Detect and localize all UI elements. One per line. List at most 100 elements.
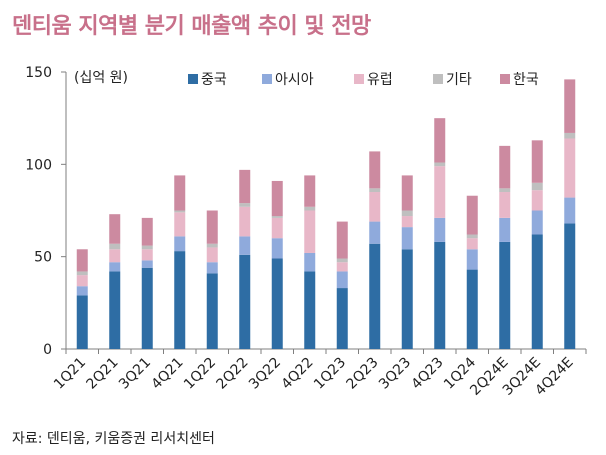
legend-label: 유럽 bbox=[367, 72, 393, 88]
legend-swatch bbox=[433, 74, 443, 84]
x-tick-label: 2Q23 bbox=[344, 355, 382, 393]
bar-segment bbox=[174, 175, 186, 211]
bar-segment bbox=[531, 210, 543, 235]
bar-segment bbox=[434, 118, 446, 163]
bar-segment bbox=[434, 241, 446, 349]
bar-segment bbox=[174, 210, 186, 213]
bar-segment bbox=[336, 221, 348, 259]
bar-segment bbox=[401, 210, 413, 217]
x-tick-label: 3Q21 bbox=[116, 355, 154, 393]
bar-segment bbox=[531, 182, 543, 191]
bar-segment bbox=[239, 254, 251, 349]
bar-segment bbox=[401, 227, 413, 250]
x-axis: 1Q212Q213Q214Q211Q222Q223Q224Q221Q232Q23… bbox=[51, 348, 587, 399]
bar-segment bbox=[141, 267, 153, 349]
bar-segment bbox=[141, 245, 153, 250]
bar-segment bbox=[304, 175, 316, 207]
bar-segment bbox=[141, 217, 153, 246]
bar-segment bbox=[271, 180, 283, 217]
bar-segment bbox=[336, 258, 348, 263]
bar-segment bbox=[109, 271, 121, 349]
bar-segment bbox=[206, 243, 218, 248]
bar-segment bbox=[499, 241, 511, 349]
bar-segment bbox=[401, 175, 413, 211]
bar-segment bbox=[206, 210, 218, 244]
legend-swatch bbox=[500, 74, 510, 84]
bar-segment bbox=[401, 249, 413, 349]
bar-segment bbox=[109, 249, 121, 263]
bar-segment bbox=[499, 145, 511, 189]
bar-segment bbox=[271, 217, 283, 239]
y-axis: 0 50 100 150 bbox=[25, 65, 67, 358]
bar-segment bbox=[531, 190, 543, 211]
bar-segment bbox=[239, 236, 251, 255]
legend-swatch bbox=[188, 74, 198, 84]
bar-segment bbox=[76, 271, 88, 276]
bar-segment bbox=[304, 252, 316, 272]
bar-segment bbox=[531, 140, 543, 183]
bar-segment bbox=[76, 249, 88, 272]
bar-segment bbox=[206, 247, 218, 263]
x-tick-label: 2Q21 bbox=[84, 355, 122, 393]
bar-segment bbox=[109, 243, 121, 250]
bar-segment bbox=[304, 206, 316, 211]
bar-segment bbox=[564, 132, 576, 139]
bar-segment bbox=[76, 286, 88, 296]
bar-segment bbox=[369, 243, 381, 349]
legend-label: 한국 bbox=[513, 72, 539, 88]
x-tick-label: 3Q22 bbox=[246, 355, 284, 393]
bar-segment bbox=[369, 151, 381, 189]
bar-segment bbox=[499, 192, 511, 218]
bar-segment bbox=[336, 262, 348, 272]
bar-segment bbox=[564, 197, 576, 224]
x-tick-label: 4Q22 bbox=[279, 355, 317, 393]
source-note: 자료: 덴티움, 키움증권 리서치센터 bbox=[12, 431, 215, 447]
bar-segment bbox=[499, 188, 511, 193]
bar-segment bbox=[239, 169, 251, 204]
bar-segment bbox=[564, 223, 576, 349]
bar-segment bbox=[369, 192, 381, 222]
bar-segment bbox=[531, 234, 543, 349]
bar-segment bbox=[336, 288, 348, 349]
x-tick-label: 2Q22 bbox=[214, 355, 252, 393]
bar-segment bbox=[434, 217, 446, 242]
bar-segment bbox=[499, 217, 511, 242]
x-tick-label: 1Q22 bbox=[181, 355, 219, 393]
x-tick-label: 1Q21 bbox=[51, 355, 89, 393]
bar-segment bbox=[206, 262, 218, 274]
bar-segment bbox=[174, 212, 186, 237]
bar-segment bbox=[369, 221, 381, 244]
bar-segment bbox=[76, 275, 88, 287]
x-tick-label: 4Q23 bbox=[409, 355, 447, 393]
legend-label: 기타 bbox=[446, 72, 472, 88]
bar-segment bbox=[336, 271, 348, 289]
chart-title: 덴티움 지역별 분기 매출액 추이 및 전망 bbox=[12, 14, 371, 39]
y-tick-label: 0 bbox=[43, 342, 52, 358]
bar-segment bbox=[141, 249, 153, 261]
bar-segment bbox=[466, 269, 478, 349]
unit-label: (십억 원) bbox=[74, 70, 128, 86]
legend-label: 아시아 bbox=[275, 72, 314, 88]
x-tick-label: 1Q23 bbox=[311, 355, 349, 393]
bar-segment bbox=[206, 273, 218, 349]
bar-segment bbox=[369, 188, 381, 193]
bar-segment bbox=[76, 295, 88, 349]
legend-swatch bbox=[262, 74, 272, 84]
bar-segment bbox=[466, 234, 478, 239]
x-tick-label: 4Q21 bbox=[149, 355, 187, 393]
bar-segment bbox=[109, 214, 121, 244]
bar-segment bbox=[466, 195, 478, 235]
bar-segment bbox=[434, 166, 446, 218]
bar-segment bbox=[304, 271, 316, 349]
bars bbox=[76, 79, 576, 349]
legend-swatch bbox=[354, 74, 364, 84]
bar-segment bbox=[401, 216, 413, 228]
legend-label: 중국 bbox=[201, 72, 227, 88]
bar-segment bbox=[271, 216, 283, 218]
bar-segment bbox=[564, 138, 576, 198]
x-tick-label: 3Q23 bbox=[376, 355, 414, 393]
bar-segment bbox=[239, 206, 251, 237]
bar-segment bbox=[174, 251, 186, 349]
y-tick-label: 150 bbox=[25, 65, 52, 81]
